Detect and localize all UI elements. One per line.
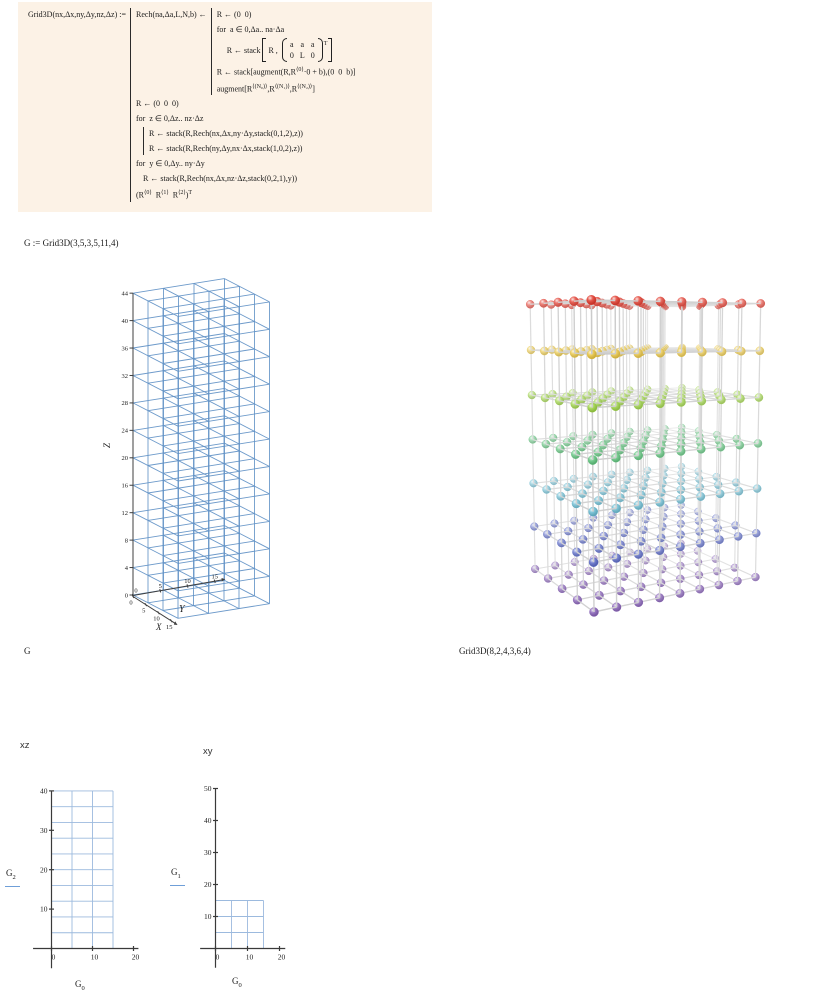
svg-text:10: 10 [204, 912, 212, 921]
svg-text:12: 12 [122, 510, 129, 517]
svg-text:16: 16 [122, 483, 129, 490]
main-line-4: R ← stack(R,Rech(ny,Δy,nx·Δx,stack(1,0,2… [149, 144, 303, 154]
wireframe-lines [132, 278, 270, 619]
x-axis-label: X [155, 622, 162, 632]
wireframe-expression-caption[interactable]: G [24, 646, 31, 656]
xy-grid [215, 900, 264, 949]
left-bracket [262, 38, 267, 62]
svg-text:10: 10 [40, 905, 48, 914]
xy-xaxis-label: G0 [232, 976, 242, 989]
svg-text:20: 20 [122, 455, 129, 462]
xy-plot-title: xy [203, 746, 213, 757]
svg-text:20: 20 [204, 880, 212, 889]
svg-text:10: 10 [246, 953, 254, 962]
svg-text:32: 32 [122, 373, 129, 380]
xy-trace-legend-line [170, 885, 185, 886]
svg-text:5: 5 [142, 608, 145, 615]
main-line-5: for y ∈ 0,Δy.. ny·Δy [136, 159, 205, 169]
svg-text:30: 30 [204, 848, 212, 857]
main-line-3: R ← stack(R,Rech(nx,Δx,ny·Δy,stack(0,1,2… [149, 129, 303, 139]
wireframe-axes [129, 292, 226, 625]
xz-yaxis-label: G2 [6, 868, 16, 881]
matrix-cell: 0 [310, 51, 315, 60]
rech-line-4: R ← stack[augment(R,R⟨0⟩·0 + b),(0 0 b)] [216, 67, 356, 77]
plot-2d-xz[interactable]: 10 20 30 40 0 10 20 [0, 775, 170, 999]
xy-tick-labels: 10 20 30 40 50 0 10 20 [204, 784, 286, 961]
svg-text:50: 50 [204, 784, 212, 793]
wireframe-tick-labels: 0 4 8 12 16 20 24 28 32 36 40 44 0 5 10 15 0 5 10 15 [122, 290, 219, 630]
svg-text:4: 4 [125, 565, 129, 572]
xz-grid [51, 790, 114, 949]
svg-text:40: 40 [122, 318, 129, 325]
right-paren [317, 38, 323, 62]
matrix-cell: L [299, 51, 305, 60]
xz-axes [33, 790, 139, 969]
svg-text:24: 24 [122, 428, 129, 435]
svg-text:10: 10 [184, 578, 191, 585]
mathcad-program-region[interactable]: Grid3D(nx,Δx,ny,Δy,nz,Δz) := Rech(na,Δa,… [18, 2, 432, 212]
program-body: Rech(na,Δa,L,N,b) ← R ← (0 0) for a ∈ 0,… [130, 8, 356, 202]
svg-text:20: 20 [278, 953, 286, 962]
svg-text:0: 0 [52, 953, 56, 962]
y-axis-label: Y [179, 604, 186, 615]
svg-text:15: 15 [212, 573, 219, 580]
xz-plot-title: xz [20, 740, 30, 751]
svg-text:0: 0 [216, 953, 220, 962]
matrix-cell: a [300, 40, 305, 49]
main-line-1: R ← (0 0 0) [136, 99, 179, 109]
svg-text:15: 15 [166, 624, 173, 631]
svg-text:40: 40 [40, 787, 48, 796]
svg-text:0: 0 [125, 592, 128, 599]
plot-3d-wireframe[interactable]: 0 4 8 12 16 20 24 28 32 36 40 44 0 5 10 15 0 5 10 15 Z X Y [90, 278, 330, 650]
matrix-cell: 0 [289, 51, 294, 60]
rech-body: R ← (0 0) for a ∈ 0,Δa.. na·Δa R ← stack… [210, 8, 356, 96]
svg-text:40: 40 [204, 816, 212, 825]
svg-text:10: 10 [153, 616, 160, 623]
svg-text:44: 44 [122, 290, 129, 297]
xy-yaxis-label: G1 [171, 867, 181, 880]
svg-text:30: 30 [40, 826, 48, 835]
matrix-cell: a [290, 40, 294, 49]
definition-g[interactable]: G := Grid3D(3,5,3,5,11,4) [24, 238, 119, 248]
rech-line-5: augment[R⟨(N₀)⟩,R⟨(N₁)⟩,R⟨(N₂)⟩] [216, 83, 315, 94]
plot-3d-scatter[interactable] [470, 262, 810, 632]
matrix-arg-r: R , [268, 45, 278, 55]
z-loop-body: R ← stack(R,Rech(nx,Δx,ny·Δy,stack(0,1,2… [143, 127, 356, 156]
program-header: Grid3D(nx,Δx,ny,Δy,nz,Δz) := [28, 10, 126, 19]
svg-text:8: 8 [125, 537, 128, 544]
svg-text:36: 36 [122, 345, 129, 352]
right-bracket [328, 38, 333, 62]
stack-call: R ← stack [226, 45, 261, 55]
svg-text:0: 0 [129, 600, 132, 607]
svg-text:20: 20 [132, 953, 140, 962]
svg-text:0: 0 [134, 588, 137, 595]
svg-text:5: 5 [159, 583, 162, 590]
xz-xaxis-label: G0 [75, 979, 85, 992]
rech-signature: Rech(na,Δa,L,N,b) ← [136, 10, 207, 19]
xz-trace-legend-line [5, 886, 20, 887]
svg-text:28: 28 [122, 400, 129, 407]
matrix-cell: a [310, 40, 315, 49]
transpose-sup: T [323, 41, 328, 47]
main-line-6: R ← stack(R,Rech(nx,Δx,nz·Δz,stack(0,2,1… [143, 174, 298, 184]
xz-tick-labels: 10 20 30 40 0 10 20 [40, 787, 140, 962]
ball-stick-lattice [526, 295, 766, 617]
svg-text:10: 10 [91, 953, 99, 962]
main-line-2: for z ∈ 0,Δz.. nz·Δz [136, 114, 204, 124]
z-axis-label: Z [102, 442, 112, 448]
plot-2d-xy[interactable]: 10 20 30 40 50 0 10 20 [170, 775, 320, 999]
xy-axes [200, 787, 286, 968]
main-line-7: (R⟨0⟩ R⟨1⟩ R⟨2⟩)T [136, 190, 193, 200]
left-paren [281, 38, 287, 62]
svg-text:20: 20 [40, 865, 48, 874]
rech-line-1: R ← (0 0) [216, 10, 252, 19]
rech-line-2: for a ∈ 0,Δa.. na·Δa [216, 25, 285, 34]
scatter-expression-caption[interactable]: Grid3D(8,2,4,3,6,4) [459, 646, 531, 656]
